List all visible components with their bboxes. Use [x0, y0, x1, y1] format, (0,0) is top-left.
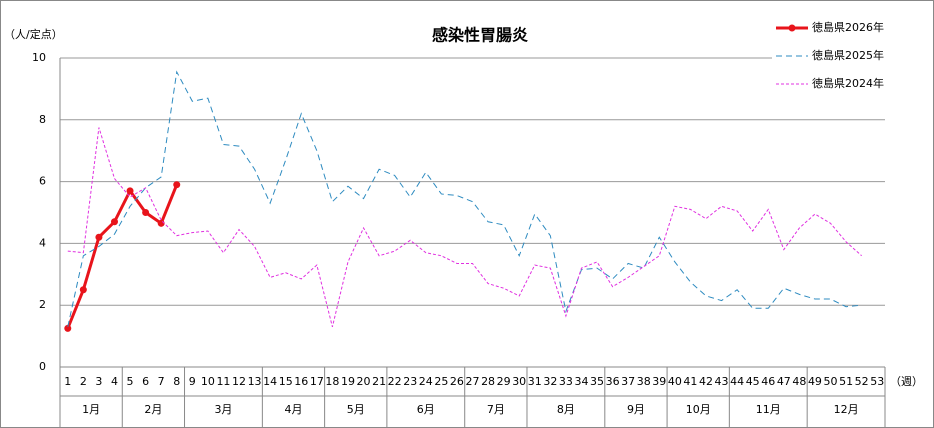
x-tick-label: 38 [637, 375, 651, 388]
month-label: 3月 [214, 403, 232, 416]
y-tick-label: 10 [32, 51, 46, 64]
data-point [64, 324, 72, 332]
x-tick-label: 4 [111, 375, 118, 388]
x-tick-label: 37 [621, 375, 635, 388]
x-tick-label: 23 [403, 375, 417, 388]
month-label: 11月 [756, 403, 781, 416]
x-tick-label: 47 [777, 375, 791, 388]
x-tick-label: 29 [497, 375, 511, 388]
data-point [79, 286, 87, 294]
x-tick-label: 42 [699, 375, 713, 388]
x-tick-label: 10 [201, 375, 215, 388]
x-tick-label: 48 [792, 375, 806, 388]
month-label: 9月 [627, 403, 645, 416]
x-tick-label: 3 [95, 375, 102, 388]
x-tick-label: 13 [248, 375, 262, 388]
month-label: 12月 [834, 403, 859, 416]
month-label: 8月 [557, 403, 575, 416]
x-tick-label: 12 [232, 375, 246, 388]
x-tick-label: 41 [683, 375, 697, 388]
month-label: 5月 [347, 403, 365, 416]
data-point [142, 209, 150, 216]
x-tick-label: 30 [512, 375, 526, 388]
x-tick-label: 1 [64, 375, 71, 388]
data-point [173, 181, 181, 189]
x-tick-label: 19 [341, 375, 355, 388]
data-point [110, 218, 118, 226]
x-tick-label: 33 [559, 375, 573, 388]
chart-title: 感染性胃腸炎 [432, 26, 528, 45]
x-tick-label: 46 [761, 375, 775, 388]
series-line [67, 70, 862, 327]
y-tick-label: 6 [39, 175, 46, 188]
x-tick-label: 15 [279, 375, 293, 388]
x-tick-label: 25 [434, 375, 448, 388]
x-tick-label: 6 [142, 375, 149, 388]
month-label: 2月 [144, 403, 162, 416]
x-tick-label: 39 [652, 375, 666, 388]
x-tick-label: 53 [870, 375, 884, 388]
x-tick-label: 20 [357, 375, 371, 388]
y-axis-label: （人/定点） [4, 27, 63, 41]
x-tick-label: 18 [325, 375, 339, 388]
x-tick-label: 27 [466, 375, 480, 388]
x-tick-label: 26 [450, 375, 464, 388]
x-tick-label: 35 [590, 375, 604, 388]
x-tick-label: 51 [839, 375, 853, 388]
x-tick-label: 28 [481, 375, 495, 388]
month-label: 1月 [82, 403, 100, 416]
y-tick-label: 8 [39, 113, 46, 126]
x-tick-label: 44 [730, 375, 744, 388]
x-tick-label: 17 [310, 375, 324, 388]
y-tick-label: 0 [39, 360, 46, 373]
month-label: 6月 [417, 403, 435, 416]
x-tick-label: 52 [855, 375, 869, 388]
data-point [126, 187, 134, 195]
x-tick-label: 9 [189, 375, 196, 388]
x-tick-label: 24 [419, 375, 433, 388]
x-tick-label: 36 [606, 375, 620, 388]
month-label: 7月 [487, 403, 505, 416]
x-tick-label: 22 [388, 375, 402, 388]
legend-label: 徳島県2024年 [812, 76, 884, 90]
x-tick-label: 11 [216, 375, 230, 388]
x-tick-label: 43 [715, 375, 729, 388]
x-tick-label: 16 [294, 375, 308, 388]
x-tick-label: 31 [528, 375, 542, 388]
series-line [67, 127, 862, 327]
legend-label: 徳島県2025年 [812, 48, 884, 62]
x-tick-label: 7 [158, 375, 165, 388]
legend-marker [788, 24, 796, 32]
y-tick-label: 4 [39, 236, 46, 249]
x-tick-label: 50 [824, 375, 838, 388]
x-tick-label: 34 [574, 375, 588, 388]
x-tick-label: 2 [80, 375, 87, 388]
month-label: 10月 [686, 403, 711, 416]
data-point [95, 233, 103, 241]
legend-box [772, 18, 922, 98]
x-axis-label: （週） [890, 375, 923, 388]
x-tick-label: 21 [372, 375, 386, 388]
y-tick-label: 2 [39, 298, 46, 311]
x-tick-label: 5 [127, 375, 134, 388]
x-tick-label: 32 [543, 375, 557, 388]
month-label: 4月 [284, 403, 302, 416]
legend-label: 徳島県2026年 [812, 20, 884, 34]
x-tick-label: 40 [668, 375, 682, 388]
x-tick-label: 8 [173, 375, 180, 388]
x-tick-label: 49 [808, 375, 822, 388]
x-tick-label: 45 [746, 375, 760, 388]
x-tick-label: 14 [263, 375, 277, 388]
